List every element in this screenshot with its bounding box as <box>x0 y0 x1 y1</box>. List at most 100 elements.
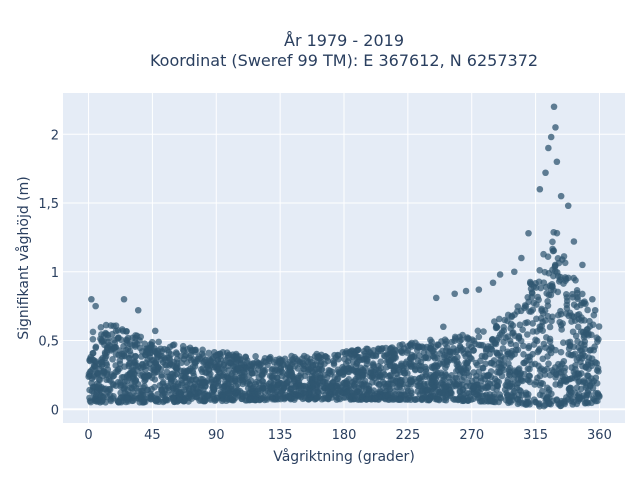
data-point <box>444 358 451 366</box>
data-point <box>234 357 241 364</box>
data-point <box>524 319 531 326</box>
data-point <box>299 395 307 403</box>
data-point <box>90 362 98 369</box>
data-point <box>549 283 556 290</box>
data-point <box>302 390 309 397</box>
data-point <box>354 346 362 354</box>
data-point <box>488 359 496 367</box>
data-point <box>208 376 215 384</box>
data-point <box>504 333 512 340</box>
data-point <box>111 343 119 351</box>
data-point <box>585 331 592 339</box>
data-point <box>220 366 228 373</box>
data-point <box>386 386 393 393</box>
data-point <box>411 362 419 370</box>
data-point <box>581 379 589 386</box>
data-point <box>595 368 602 375</box>
data-point <box>244 378 252 385</box>
data-point <box>443 352 450 359</box>
x-tick-label: 270 <box>459 428 484 443</box>
data-point <box>406 355 414 363</box>
data-point <box>368 379 376 386</box>
data-point <box>163 362 170 369</box>
data-point <box>452 335 459 342</box>
data-point <box>484 383 492 391</box>
data-point-outlier <box>134 306 142 314</box>
data-point <box>524 391 532 398</box>
data-point <box>494 351 502 359</box>
data-point <box>148 374 156 382</box>
data-point <box>417 366 424 374</box>
data-point <box>525 298 532 306</box>
data-point <box>335 395 342 402</box>
data-point <box>108 330 116 338</box>
data-point <box>439 358 447 366</box>
data-point <box>325 367 333 374</box>
data-point <box>571 350 579 358</box>
data-point <box>253 358 261 366</box>
data-point <box>583 326 591 334</box>
data-point-outlier <box>557 192 565 200</box>
data-point <box>191 363 199 370</box>
data-point <box>270 358 278 366</box>
data-point <box>229 351 237 358</box>
data-point <box>132 332 139 339</box>
data-point <box>100 393 107 401</box>
data-point <box>500 327 508 334</box>
data-point <box>345 387 353 394</box>
data-point <box>216 369 223 377</box>
data-point <box>361 350 368 358</box>
data-point <box>559 320 566 327</box>
data-point <box>252 369 259 377</box>
data-point <box>266 355 274 363</box>
x-tick-label: 225 <box>395 428 420 443</box>
data-point <box>90 373 97 381</box>
data-point <box>249 385 256 392</box>
data-point <box>539 310 547 317</box>
data-point <box>131 370 139 378</box>
data-point <box>359 366 367 373</box>
data-point <box>210 363 217 371</box>
data-point <box>350 390 358 398</box>
data-point <box>317 374 324 381</box>
data-point <box>416 374 424 382</box>
data-point <box>547 349 555 357</box>
data-point <box>517 375 525 383</box>
data-point <box>582 300 589 308</box>
data-point <box>198 350 206 357</box>
data-point <box>322 391 329 399</box>
data-point <box>569 294 576 301</box>
data-point <box>493 368 501 376</box>
data-point <box>138 353 145 360</box>
data-point <box>563 294 571 301</box>
data-point <box>292 355 300 363</box>
data-point <box>515 332 523 340</box>
data-point-outlier <box>591 306 599 314</box>
data-point <box>545 400 553 408</box>
data-point <box>419 386 426 394</box>
data-point <box>102 321 110 329</box>
data-point <box>115 351 122 359</box>
data-point <box>201 397 208 404</box>
data-point <box>207 357 214 365</box>
x-tick-label: 360 <box>587 428 612 443</box>
data-point <box>125 362 133 370</box>
data-point <box>426 344 434 352</box>
data-point <box>121 389 129 396</box>
data-point <box>157 356 165 363</box>
data-point-outlier <box>451 290 458 298</box>
data-point <box>181 352 189 360</box>
data-point <box>161 391 169 398</box>
data-point <box>327 382 335 390</box>
data-point <box>147 349 154 357</box>
data-point <box>539 355 547 363</box>
data-point <box>369 361 377 369</box>
data-point <box>563 301 571 309</box>
data-point <box>184 389 192 397</box>
data-point <box>573 356 581 364</box>
data-point <box>428 378 435 386</box>
data-point <box>561 377 568 385</box>
data-point <box>539 380 547 387</box>
data-point <box>532 336 539 344</box>
data-point <box>246 371 253 379</box>
